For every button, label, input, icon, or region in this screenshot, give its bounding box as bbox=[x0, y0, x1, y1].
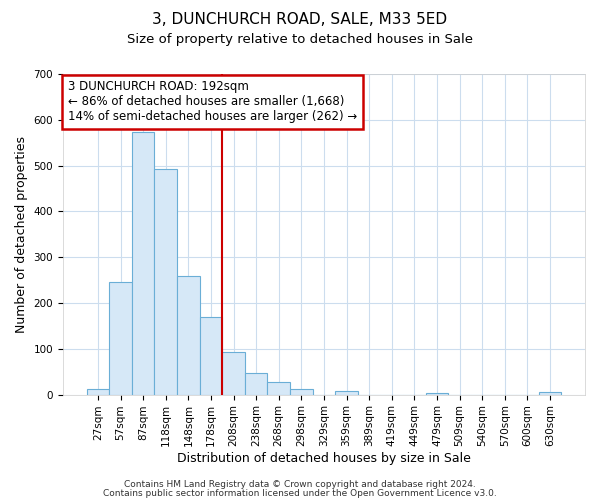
Bar bbox=[425, 393, 448, 394]
Text: 3, DUNCHURCH ROAD, SALE, M33 5ED: 3, DUNCHURCH ROAD, SALE, M33 5ED bbox=[152, 12, 448, 28]
Bar bbox=[335, 391, 358, 394]
Bar bbox=[539, 392, 561, 394]
X-axis label: Distribution of detached houses by size in Sale: Distribution of detached houses by size … bbox=[177, 452, 471, 465]
Bar bbox=[109, 282, 132, 395]
Text: Size of property relative to detached houses in Sale: Size of property relative to detached ho… bbox=[127, 32, 473, 46]
Bar bbox=[132, 132, 154, 394]
Text: Contains HM Land Registry data © Crown copyright and database right 2024.: Contains HM Land Registry data © Crown c… bbox=[124, 480, 476, 489]
Bar bbox=[200, 316, 222, 394]
Bar bbox=[245, 373, 268, 394]
Text: Contains public sector information licensed under the Open Government Licence v3: Contains public sector information licen… bbox=[103, 488, 497, 498]
Bar bbox=[268, 382, 290, 394]
Bar bbox=[177, 276, 200, 394]
Text: 3 DUNCHURCH ROAD: 192sqm
← 86% of detached houses are smaller (1,668)
14% of sem: 3 DUNCHURCH ROAD: 192sqm ← 86% of detach… bbox=[68, 80, 358, 124]
Bar bbox=[290, 388, 313, 394]
Bar bbox=[222, 352, 245, 395]
Y-axis label: Number of detached properties: Number of detached properties bbox=[15, 136, 28, 333]
Bar bbox=[154, 169, 177, 394]
Bar bbox=[86, 389, 109, 394]
